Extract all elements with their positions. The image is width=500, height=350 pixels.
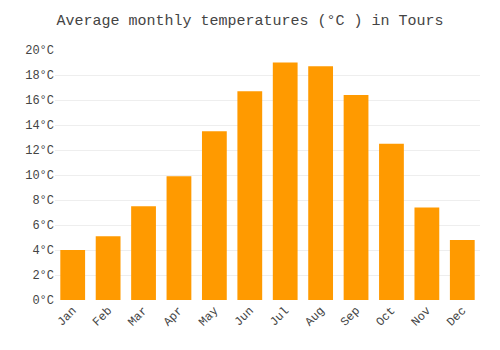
svg-text:4°C: 4°C [32, 244, 54, 258]
svg-text:20°C: 20°C [25, 44, 54, 58]
svg-text:Nov: Nov [409, 304, 434, 329]
svg-text:12°C: 12°C [25, 144, 54, 158]
svg-text:Average monthly temperatures (: Average monthly temperatures (°C ) in To… [56, 13, 443, 30]
svg-text:Jul: Jul [267, 304, 292, 329]
svg-text:Mar: Mar [125, 304, 150, 329]
svg-text:16°C: 16°C [25, 94, 54, 108]
svg-text:2°C: 2°C [32, 269, 54, 283]
svg-text:Jan: Jan [55, 304, 80, 329]
svg-text:18°C: 18°C [25, 69, 54, 83]
svg-text:0°C: 0°C [32, 294, 54, 308]
svg-text:Apr: Apr [161, 304, 186, 329]
svg-text:14°C: 14°C [25, 119, 54, 133]
svg-text:6°C: 6°C [32, 219, 54, 233]
svg-text:10°C: 10°C [25, 169, 54, 183]
svg-text:Aug: Aug [303, 304, 328, 329]
svg-text:Jun: Jun [232, 304, 257, 329]
svg-text:Oct: Oct [373, 304, 398, 329]
svg-text:Dec: Dec [444, 304, 469, 329]
svg-text:8°C: 8°C [32, 194, 54, 208]
svg-text:May: May [196, 304, 221, 329]
svg-text:Sep: Sep [338, 304, 363, 329]
svg-text:Feb: Feb [90, 304, 115, 329]
